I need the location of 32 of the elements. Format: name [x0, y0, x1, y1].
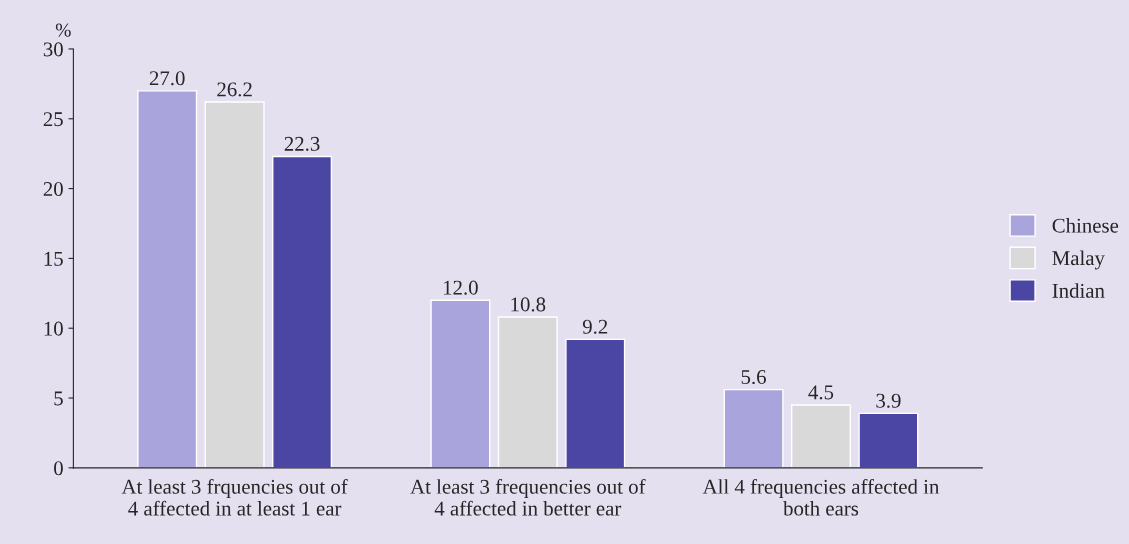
data-label: 9.2	[582, 319, 608, 334]
y-tick-label: 20	[43, 181, 63, 197]
data-label: 10.8	[511, 297, 546, 312]
bar	[272, 155, 333, 468]
y-tick-label: 15	[44, 251, 63, 266]
y-tick-label: 0	[54, 461, 63, 476]
x-tick-label: At least 3 frquencies out of 4 affected in at least 1 ear	[121, 478, 348, 516]
legend-label: Chinese	[1052, 217, 1119, 233]
y-tick-label: 30	[43, 42, 63, 57]
y-tick-label: 10	[44, 321, 63, 336]
data-label: 5.6	[741, 370, 766, 385]
bar	[790, 404, 851, 468]
bar	[204, 101, 265, 468]
x-tick-label: All 4 frequencies affected in both ears	[702, 478, 940, 516]
data-label: 22.3	[284, 136, 320, 151]
legend-label: Malay	[1052, 250, 1105, 270]
data-label: 26.2	[217, 82, 252, 97]
bar	[565, 338, 626, 468]
y-tick-label: 25	[43, 112, 63, 127]
bar	[137, 90, 198, 468]
data-label: 4.5	[808, 385, 834, 400]
y-axis-title: %	[55, 23, 71, 37]
y-tick-label: 5	[54, 391, 63, 406]
bar	[723, 388, 784, 468]
data-label: 27.0	[149, 71, 185, 86]
x-tick-label: At least 3 frequencies out of 4 affected in better ear	[410, 478, 646, 516]
bar	[858, 412, 919, 468]
data-label: 3.9	[876, 393, 901, 408]
legend-label: Indian	[1052, 283, 1105, 298]
bar	[497, 316, 558, 468]
data-label: 12.0	[443, 280, 478, 295]
bar	[430, 299, 491, 468]
